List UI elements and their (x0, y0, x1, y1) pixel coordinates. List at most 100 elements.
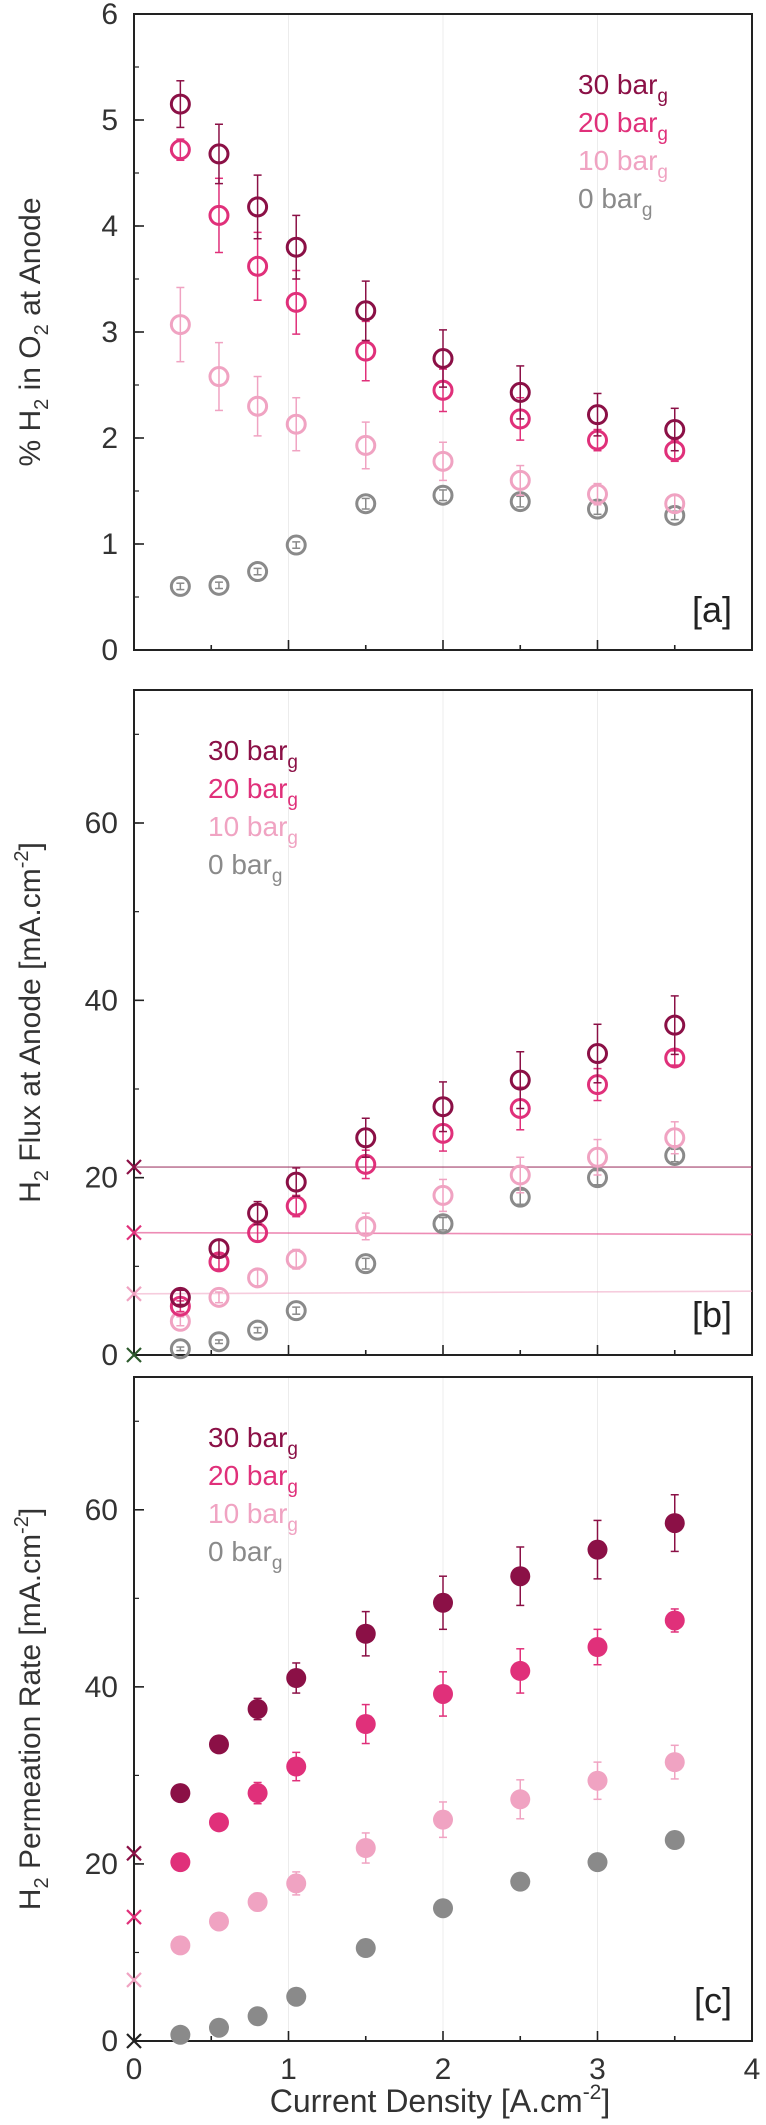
data-point (355, 1215, 377, 1237)
data-point (587, 1539, 608, 1560)
data-point (510, 1566, 531, 1587)
data-point (587, 1637, 608, 1658)
y-tick-label: 40 (85, 1671, 118, 1704)
legend-label: 0 bar (578, 183, 642, 214)
legend-subscript: g (272, 866, 283, 887)
legend-label: 20 bar (208, 1460, 287, 1491)
y-axis-title-part: % H (14, 410, 47, 467)
data-point (509, 469, 531, 491)
data-point (355, 1623, 376, 1644)
legend-subscript: g (287, 1477, 298, 1498)
series-30 (169, 995, 686, 1308)
data-point (510, 1871, 531, 1892)
data-point (355, 1938, 376, 1959)
data-point (208, 143, 230, 165)
data-point (433, 1592, 453, 1613)
legend-entry-0: 0 barg (208, 1536, 282, 1574)
series-0 (169, 484, 686, 597)
data-point (432, 1213, 454, 1235)
y-axis-title-part: in O (14, 335, 47, 398)
y-tick-label: 5 (101, 104, 118, 137)
data-point (247, 1783, 268, 1804)
axis-marker-zero (126, 1347, 142, 1363)
data-point (169, 1338, 191, 1360)
x-tick-label: 3 (589, 2053, 606, 2086)
data-point (170, 1852, 191, 1873)
y-tick-label: 3 (101, 316, 118, 349)
data-point (587, 1146, 608, 1168)
series-0 (169, 1145, 686, 1360)
y-tick-label: 20 (85, 1848, 118, 1881)
legend-entry-0: 0 barg (578, 183, 652, 221)
data-point (285, 1195, 307, 1217)
data-point (247, 1267, 269, 1289)
chart-panel-2: 0 20 40 60 H2 Permeation Rate [mA.cm-2] 30 ba… (11, 1376, 753, 2058)
y-axis-title-part: ] (14, 842, 47, 850)
legend-entry-30: 30 barg (208, 735, 298, 773)
data-point (355, 1127, 377, 1149)
data-point (208, 1911, 229, 1932)
data-point (208, 366, 230, 388)
series-30 (169, 80, 686, 452)
legend-subscript: g (657, 86, 668, 107)
data-point (286, 1986, 307, 2007)
data-point (208, 2017, 229, 2038)
x-tick-label: 4 (744, 2053, 761, 2086)
data-point (169, 314, 191, 336)
data-point (355, 1714, 376, 1735)
data-point (208, 1734, 229, 1755)
data-point (587, 1043, 608, 1065)
data-point (509, 381, 531, 403)
series-10 (169, 286, 686, 515)
data-point (208, 1238, 230, 1260)
data-point (208, 204, 230, 226)
data-point (587, 1852, 608, 1873)
data-point (664, 1014, 686, 1036)
series-10 (169, 1121, 686, 1332)
y-axis-title-part: Permeation Rate [mA.cm (14, 1534, 47, 1877)
y-axis-title-subscript: 2 (31, 1877, 53, 1888)
data-point (664, 1127, 686, 1149)
data-point (355, 1837, 376, 1858)
y-axis-title-part: ] (14, 1508, 47, 1516)
legend-entry-20: 20 barg (578, 107, 668, 145)
y-axis-title-part: H (14, 1889, 47, 1911)
data-point (169, 1310, 191, 1332)
legend-subscript: g (657, 124, 668, 145)
axis-marker-axis (126, 2033, 142, 2049)
data-point (285, 1248, 307, 1270)
y-tick-label: 0 (101, 2025, 118, 2058)
legend-label: 0 bar (208, 849, 272, 880)
legend-label: 20 bar (578, 107, 657, 138)
data-point (247, 561, 269, 583)
data-point (433, 1809, 453, 1830)
data-point (247, 1699, 268, 1719)
y-tick-label: 2 (101, 422, 118, 455)
y-tick-label: 4 (101, 210, 118, 243)
data-point (587, 404, 608, 426)
legend-entry-10: 10 barg (208, 1498, 298, 1536)
y-tick-label: 1 (101, 528, 118, 561)
data-point (169, 1286, 191, 1308)
legend-entry-30: 30 barg (208, 1422, 298, 1460)
y-tick-label: 60 (85, 1494, 118, 1527)
data-point (247, 1202, 269, 1224)
data-point (510, 1789, 531, 1810)
data-point (587, 1770, 608, 1791)
data-point (433, 1898, 453, 1919)
data-point (355, 300, 377, 322)
data-point (247, 1319, 269, 1341)
data-point (664, 1513, 685, 1534)
y-axis-title-superscript: -2 (11, 850, 33, 868)
data-point (432, 348, 454, 369)
data-point (433, 1683, 453, 1704)
data-point (208, 1331, 230, 1353)
series-20 (169, 1047, 686, 1317)
legend-subscript: g (287, 1515, 298, 1536)
data-point (170, 1783, 191, 1804)
legend-subscript: g (642, 200, 653, 221)
data-point (355, 340, 377, 362)
series-30 (170, 1493, 685, 1804)
